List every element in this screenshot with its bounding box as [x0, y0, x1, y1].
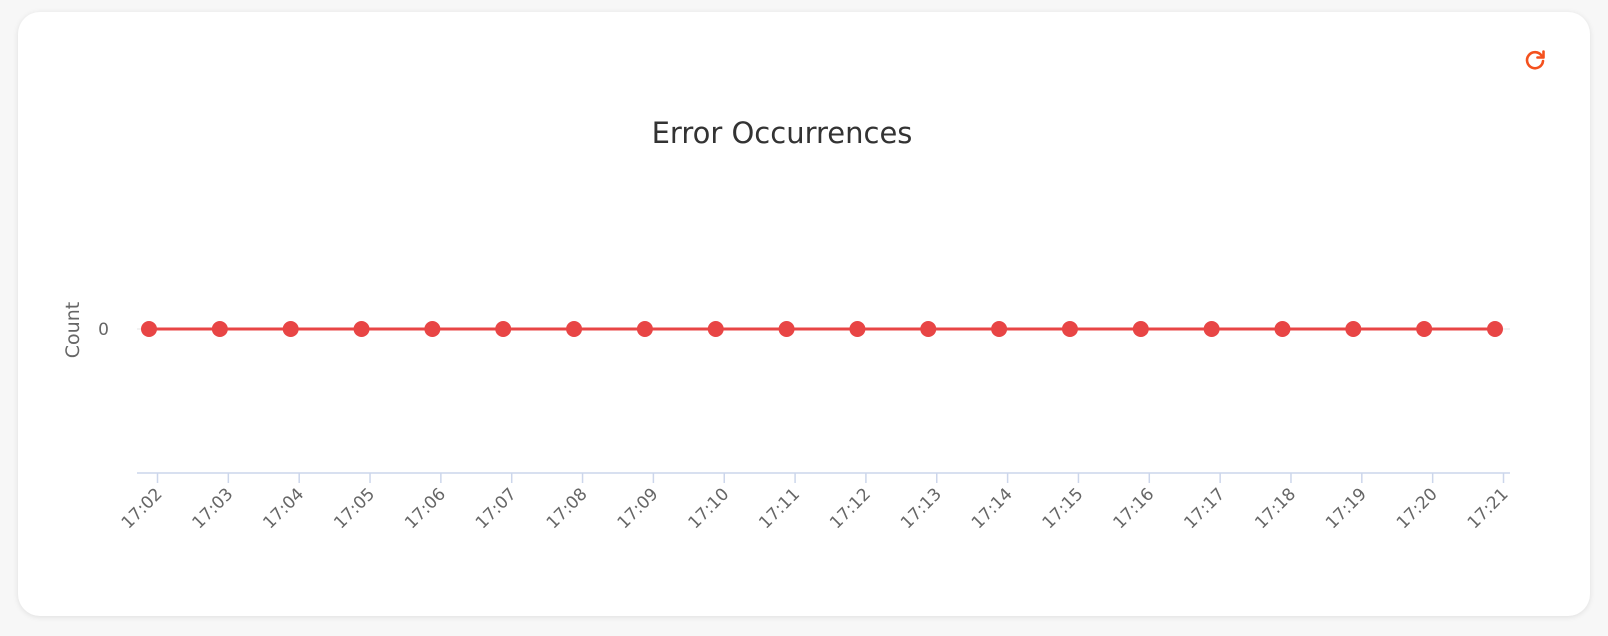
data-point[interactable]: [1132, 321, 1149, 337]
chart-card: [18, 12, 1590, 616]
x-tick-label: 17:18: [1251, 484, 1300, 533]
data-point[interactable]: [920, 321, 937, 337]
x-tick-label: 17:21: [1464, 484, 1513, 533]
data-point[interactable]: [282, 321, 299, 337]
data-point[interactable]: [1487, 321, 1503, 337]
x-tick-label: 17:14: [968, 484, 1017, 533]
data-point[interactable]: [991, 321, 1008, 337]
x-tick-label: 17:08: [543, 484, 592, 533]
x-tick-label: 17:07: [472, 484, 521, 533]
data-point[interactable]: [566, 321, 583, 337]
x-tick-label: 17:09: [614, 484, 663, 533]
data-point[interactable]: [495, 321, 512, 337]
x-tick-label: 17:16: [1110, 484, 1159, 533]
x-tick-label: 17:13: [897, 484, 946, 533]
data-point[interactable]: [353, 321, 370, 337]
data-point[interactable]: [778, 321, 795, 337]
chart-title: Error Occurrences: [652, 116, 913, 150]
x-tick-label: 17:05: [330, 484, 379, 533]
x-tick-label: 17:02: [118, 484, 167, 533]
data-point[interactable]: [1061, 321, 1078, 337]
data-point[interactable]: [211, 321, 228, 337]
x-tick-label: 17:17: [1180, 484, 1229, 533]
data-point[interactable]: [141, 321, 157, 337]
x-tick-label: 17:04: [259, 484, 308, 533]
x-tick-label: 17:15: [1039, 484, 1088, 533]
x-tick-label: 17:06: [401, 484, 450, 533]
x-tick-label: 17:03: [189, 484, 238, 533]
x-tick-label: 17:12: [826, 484, 875, 533]
x-tick-label: 17:11: [755, 484, 804, 533]
x-tick-label: 17:19: [1322, 484, 1371, 533]
data-point[interactable]: [1416, 321, 1433, 337]
y-tick-label: 0: [98, 320, 109, 340]
x-tick-label: 17:10: [684, 484, 733, 533]
data-point[interactable]: [1203, 321, 1220, 337]
data-point[interactable]: [707, 321, 724, 337]
data-point[interactable]: [1274, 321, 1291, 337]
data-point[interactable]: [424, 321, 441, 337]
refresh-button[interactable]: [1522, 48, 1548, 74]
refresh-icon: [1525, 50, 1545, 70]
data-point[interactable]: [849, 321, 866, 337]
data-point[interactable]: [1345, 321, 1362, 337]
y-axis-label: Count: [62, 302, 84, 358]
data-point[interactable]: [636, 321, 653, 337]
x-tick-label: 17:20: [1393, 484, 1442, 533]
